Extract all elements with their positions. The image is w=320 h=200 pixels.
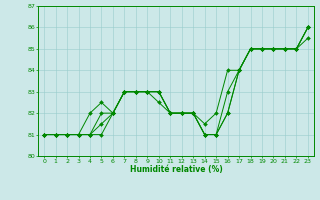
X-axis label: Humidité relative (%): Humidité relative (%) [130,165,222,174]
